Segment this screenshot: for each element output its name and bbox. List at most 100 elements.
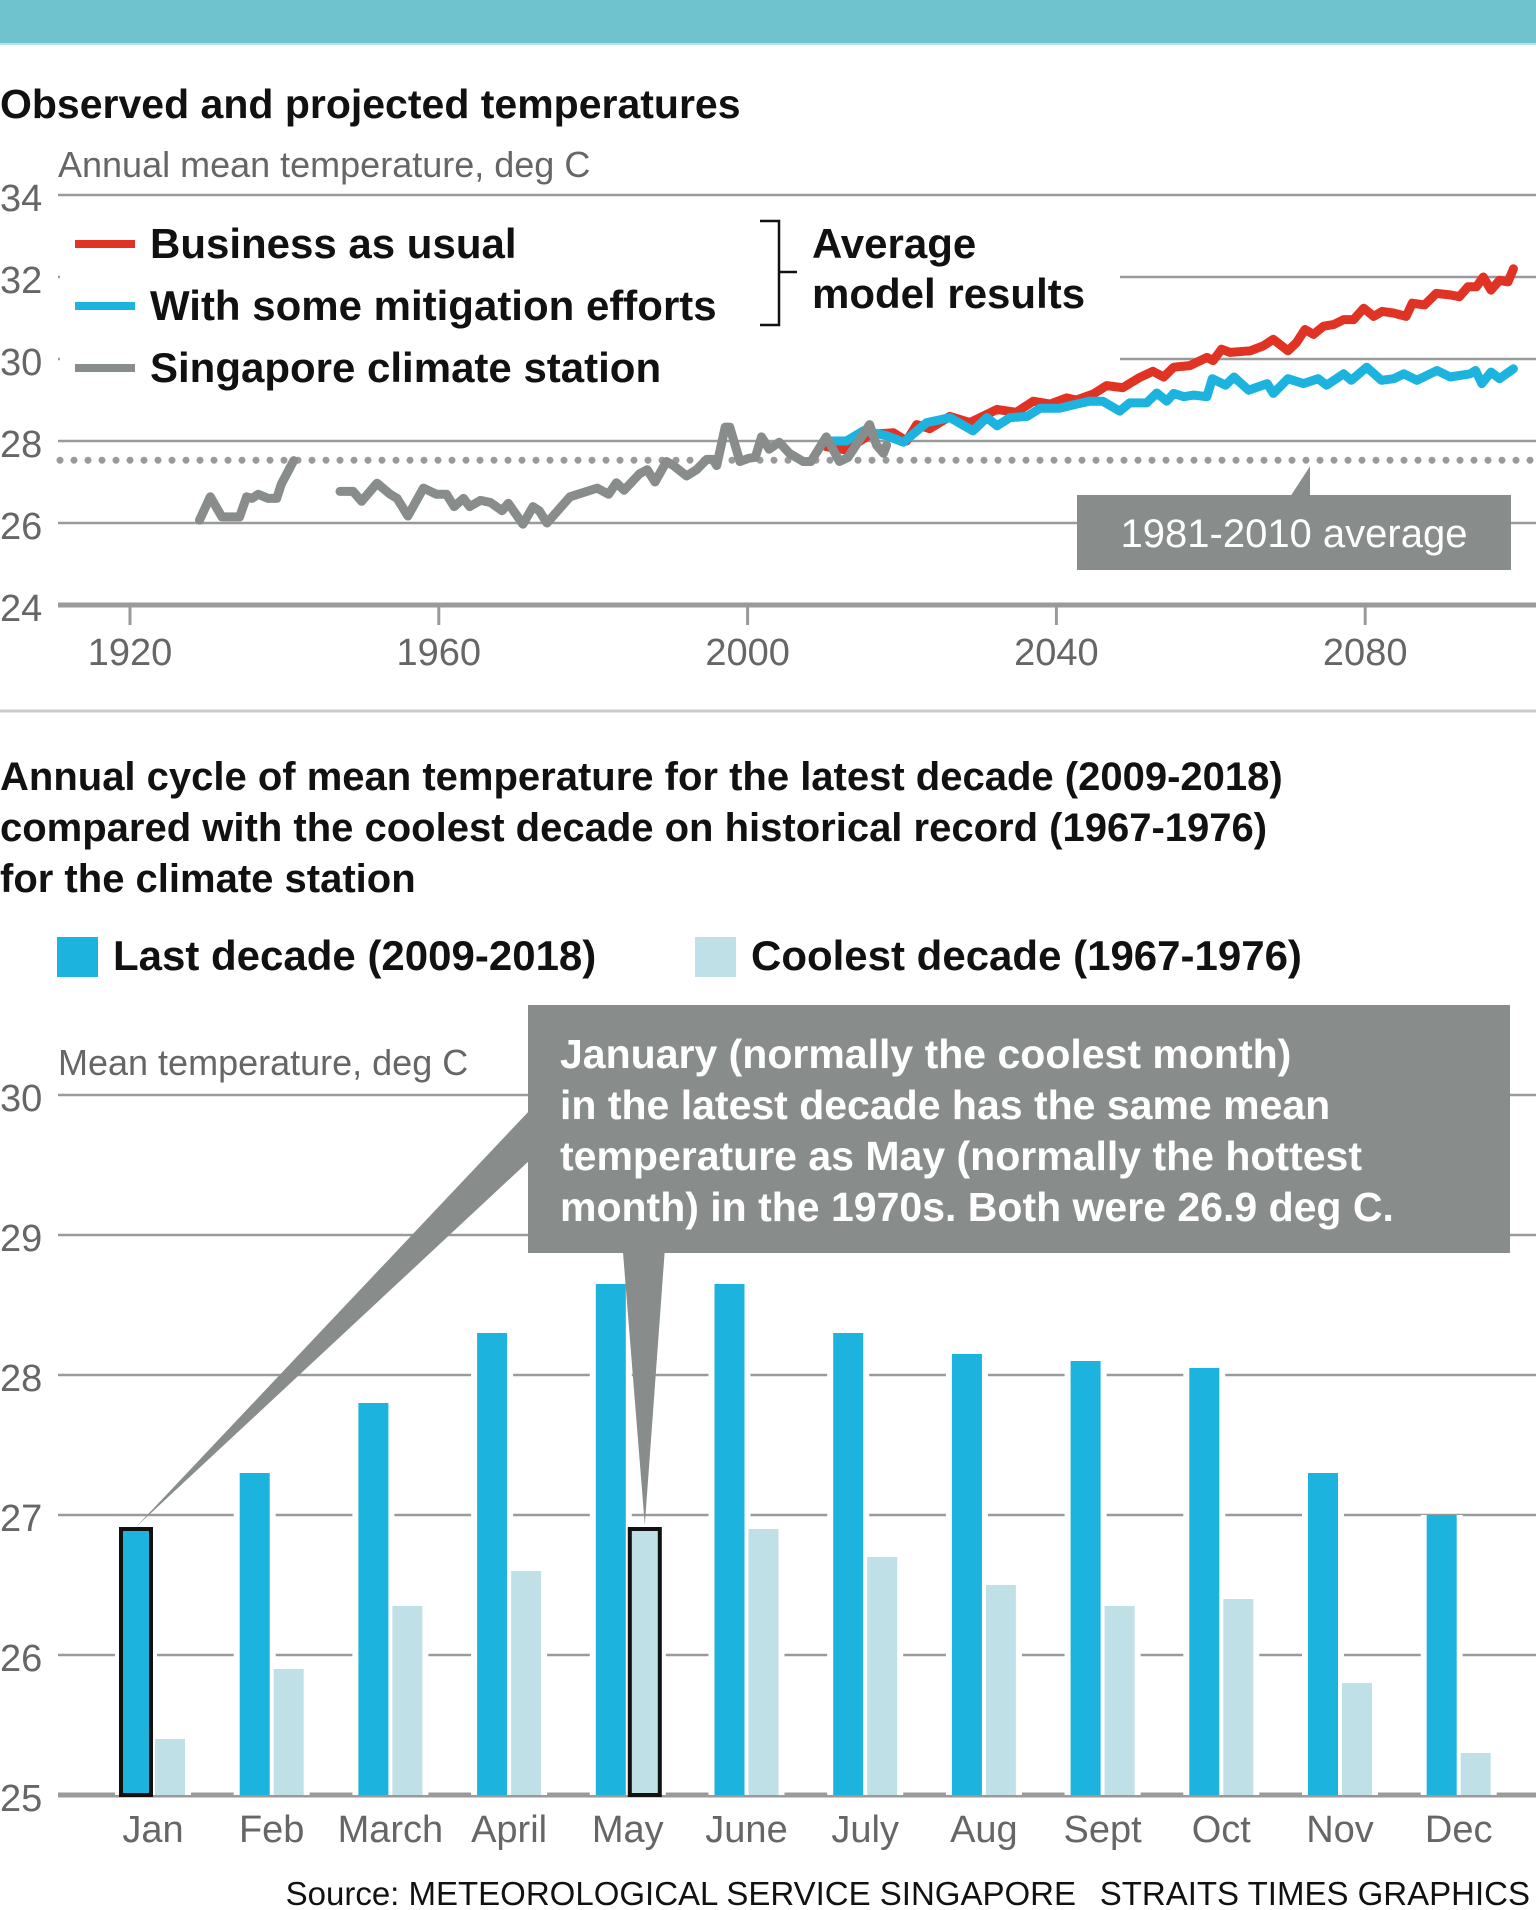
reference-callout-pointer	[1290, 466, 1310, 497]
y-tick-label-34: 34	[0, 178, 42, 220]
bar-coolest-decade-june	[748, 1529, 779, 1795]
legend-label-coolest-decade: Coolest decade (1967-1976)	[751, 932, 1302, 979]
x-tick-label-oct: Oct	[1192, 1809, 1252, 1851]
bar-last-decade-june	[714, 1284, 745, 1795]
bar-coolest-decade-dec	[1460, 1753, 1491, 1795]
reference-callout-label: 1981-2010 average	[1121, 512, 1468, 556]
bar-last-decade-march	[358, 1403, 389, 1795]
bar-last-decade-dec	[1426, 1515, 1457, 1795]
bottom-chart-bars	[115, 1284, 1497, 1797]
bar-last-decade-aug	[951, 1354, 982, 1795]
top-chart-x-ticks: 1920 1960 2000 2040 2080	[88, 605, 1408, 674]
source-text: Source: METEOROLOGICAL SERVICE SINGAPORE	[286, 1875, 1076, 1910]
y-tick-label-24: 24	[0, 588, 42, 630]
bottom-chart-x-ticks: Jan Feb March April May June July Aug Sept Oct Nov…	[122, 1809, 1492, 1851]
y-tick-label-32: 32	[0, 260, 42, 302]
top-chart-y-axis-label: Annual mean temperature, deg C	[58, 144, 590, 185]
bar-coolest-decade-oct	[1223, 1599, 1254, 1795]
bar-last-decade-nov	[1308, 1473, 1338, 1795]
bar-coolest-decade-nov	[1342, 1683, 1372, 1795]
annotation-box	[528, 1005, 1510, 1253]
series-line-singapore-climate-station-2	[335, 420, 892, 529]
bottom-chart-y-axis-label: Mean temperature, deg C	[58, 1042, 468, 1083]
bar-last-decade-may	[595, 1284, 626, 1795]
x-tick-label-1960: 1960	[397, 632, 482, 674]
header-band	[0, 0, 1536, 45]
x-tick-label-june: June	[705, 1809, 787, 1851]
legend-label-business-as-usual: Business as usual	[150, 220, 517, 267]
bar-coolest-decade-may	[627, 1527, 662, 1797]
credit-text: STRAITS TIMES GRAPHICS	[1100, 1875, 1530, 1910]
bar-y-tick-label-27: 27	[0, 1498, 42, 1540]
annotation-pointer-may	[622, 1250, 665, 1525]
x-tick-label-nov: Nov	[1306, 1809, 1374, 1851]
legend-label-mitigation: With some mitigation efforts	[150, 282, 717, 329]
annotation-line4: month) in the 1970s. Both were 26.9 deg …	[560, 1184, 1394, 1230]
top-legend: Business as usual With some mitigation e…	[75, 219, 1085, 391]
legend-bracket-label-line2: model results	[812, 270, 1085, 317]
x-tick-label-sept: Sept	[1064, 1809, 1143, 1851]
bar-coolest-decade-feb	[273, 1669, 304, 1795]
bar-y-tick-label-26: 26	[0, 1638, 42, 1680]
x-tick-label-march: March	[338, 1809, 444, 1851]
reference-callout: 1981-2010 average	[1077, 466, 1511, 570]
bar-coolest-decade-april	[511, 1571, 542, 1795]
bar-coolest-decade-march	[392, 1606, 423, 1795]
legend-swatch-mitigation	[75, 302, 135, 310]
y-tick-label-28: 28	[0, 424, 42, 466]
bar-coolest-decade-sept	[1104, 1606, 1135, 1795]
annotation-line2: in the latest decade has the same mean	[560, 1082, 1330, 1128]
reference-callout-box	[1077, 495, 1511, 570]
annotation-line1: January (normally the coolest month)	[560, 1031, 1291, 1077]
annotation-pointer-jan	[136, 1110, 530, 1527]
bottom-chart-title-line1: Annual cycle of mean temperature for the…	[0, 755, 1283, 799]
x-tick-label-2000: 2000	[705, 632, 790, 674]
bar-last-decade-jan	[119, 1527, 153, 1797]
bar-last-decade-april	[477, 1333, 508, 1795]
bar-last-decade-sept	[1070, 1361, 1101, 1795]
bar-y-tick-label-28: 28	[0, 1358, 42, 1400]
bottom-chart-title-line2: compared with the coolest decade on hist…	[0, 806, 1267, 850]
bar-y-tick-label-30: 30	[0, 1078, 42, 1120]
x-tick-label-dec: Dec	[1425, 1809, 1493, 1851]
annotation-callout: January (normally the coolest month) in …	[136, 1005, 1510, 1527]
bar-coolest-decade-jan	[155, 1739, 185, 1795]
bottom-chart-title-line3: for the climate station	[0, 857, 416, 901]
annotation-line3: temperature as May (normally the hottest	[560, 1133, 1362, 1179]
x-tick-label-may: May	[592, 1809, 664, 1851]
legend-bracket	[760, 219, 797, 327]
top-chart-series	[195, 264, 1518, 529]
x-tick-label-jan: Jan	[122, 1809, 183, 1851]
bottom-legend: Last decade (2009-2018) Coolest decade (…	[57, 932, 1302, 979]
legend-swatch-station	[75, 364, 135, 372]
top-chart-title: Observed and projected temperatures	[0, 81, 741, 127]
x-tick-label-feb: Feb	[239, 1809, 304, 1851]
legend-swatch-business-as-usual	[75, 240, 135, 248]
x-tick-label-2040: 2040	[1014, 632, 1099, 674]
bar-last-decade-feb	[239, 1473, 270, 1795]
top-chart-y-ticks: 24 26 28 30 32 34	[0, 178, 42, 630]
x-tick-label-1920: 1920	[88, 632, 173, 674]
legend-swatch-last-decade	[57, 937, 98, 977]
y-tick-label-30: 30	[0, 342, 42, 384]
top-legend-background	[60, 206, 1120, 406]
bar-last-decade-july	[833, 1333, 864, 1795]
series-line-with-some-mitigation-efforts	[821, 362, 1518, 447]
series-line-business-as-usual	[821, 264, 1518, 455]
x-tick-label-april: April	[471, 1809, 547, 1851]
bar-coolest-decade-july	[867, 1557, 898, 1795]
bottom-chart-y-ticks: 25 26 27 28 29 30	[0, 1078, 42, 1820]
x-tick-label-aug: Aug	[950, 1809, 1018, 1851]
bar-y-tick-label-29: 29	[0, 1218, 42, 1260]
legend-bracket-label-line1: Average	[812, 220, 976, 267]
legend-label-last-decade: Last decade (2009-2018)	[113, 932, 596, 979]
bar-last-decade-oct	[1189, 1368, 1220, 1795]
legend-label-station: Singapore climate station	[150, 344, 661, 391]
x-tick-label-2080: 2080	[1323, 632, 1408, 674]
bar-y-tick-label-25: 25	[0, 1778, 42, 1820]
bar-coolest-decade-aug	[985, 1585, 1016, 1795]
x-tick-label-july: July	[831, 1809, 899, 1851]
series-line-singapore-climate-station-1	[195, 456, 299, 525]
legend-swatch-coolest-decade	[695, 937, 736, 977]
